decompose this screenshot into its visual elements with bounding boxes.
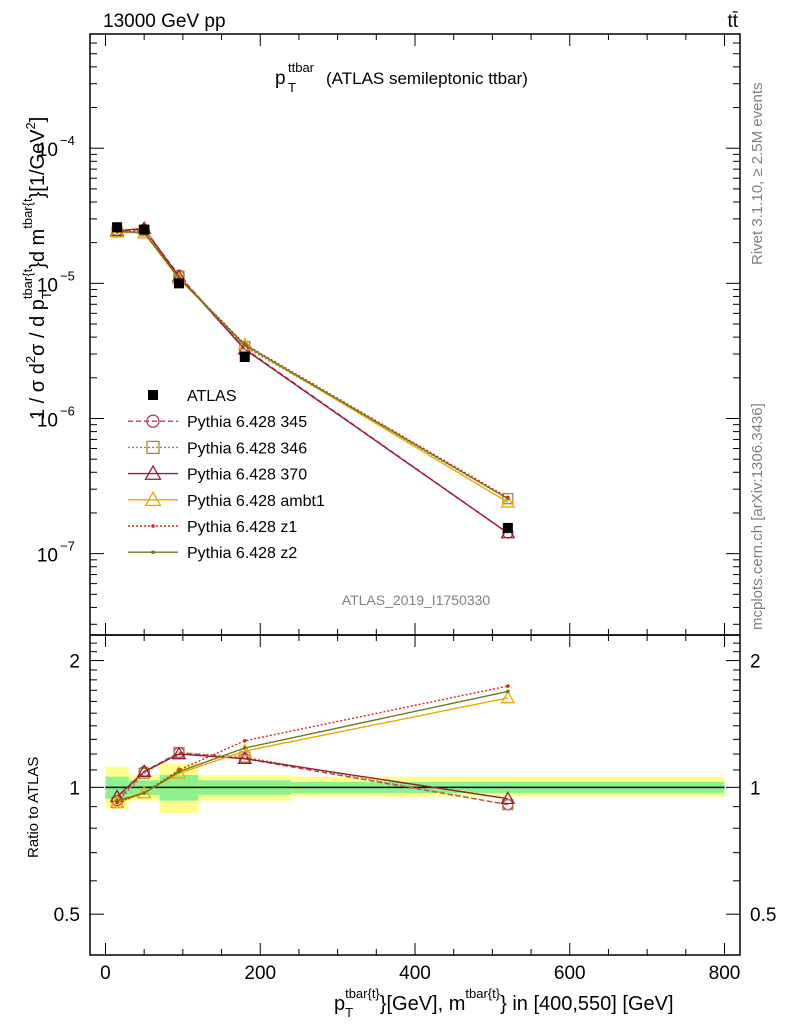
series-point-ratio <box>171 765 187 779</box>
main-y-label: 1 / σ d2σ / d pTtbar{t}d mtbar{t}[1/GeV2… <box>20 117 54 420</box>
legend: ATLAS Pythia 6.428 345 Pythia 6.428 346 Pyt… <box>128 388 325 562</box>
series-point-ratio <box>500 791 516 805</box>
series-point-ratio <box>142 791 146 795</box>
data-point <box>112 222 123 233</box>
series-point-main <box>237 337 253 351</box>
series-point-ratio <box>500 690 516 704</box>
legend-label: Pythia 6.428 370 <box>187 467 307 484</box>
legend-entry-1: Pythia 6.428 345 <box>128 414 307 431</box>
series-line-ratio <box>116 751 508 806</box>
series-point-ratio <box>237 743 253 757</box>
plot-title-main: p <box>275 68 286 89</box>
legend-entry-2: Pythia 6.428 346 <box>128 440 307 457</box>
series-point-ratio <box>171 746 187 760</box>
ratio-y-tick-label-right: 0.5 <box>750 905 776 926</box>
analysis-id: ATLAS_2019_I1750330 <box>342 592 491 608</box>
plot-title-rest: (ATLAS semileptonic ttbar) <box>326 69 528 88</box>
main-y-tick-exponent: −7 <box>60 539 75 554</box>
data-point <box>139 224 150 235</box>
legend-entry-6: Pythia 6.428 z2 <box>128 545 297 562</box>
legend-marker <box>144 490 162 507</box>
svg-text:1 / σ d2σ / d pTtbar{t}d mtbar: 1 / σ d2σ / d pTtbar{t}d mtbar{t}[1/GeV2… <box>20 117 54 420</box>
axis-ticks <box>90 33 740 956</box>
ratio-y-tick-label-right: 2 <box>750 652 761 673</box>
legend-label: Pythia 6.428 346 <box>187 440 307 457</box>
legend-marker <box>151 550 155 554</box>
series-4 <box>115 230 510 805</box>
x-tick-label: 200 <box>244 963 276 984</box>
x-axis-label: pTtbar{t}}[GeV], mtbar{t}} in [400,550] … <box>334 986 674 1020</box>
ratio-y-label: Ratio to ATLAS <box>25 757 42 858</box>
series-point-ratio <box>242 738 247 743</box>
x-tick-label: 800 <box>709 963 741 984</box>
legend-label: ATLAS <box>187 388 237 405</box>
series-point-ratio <box>115 798 119 803</box>
series-point-ratio <box>109 795 125 808</box>
plot-title: p T ttbar (ATLAS semileptonic ttbar) <box>275 60 528 95</box>
main-y-tick-exponent: −6 <box>60 403 75 418</box>
series-layer <box>109 220 516 811</box>
x-tick-label: 400 <box>399 963 431 984</box>
ratio-y-tick-label-left: 1 <box>69 778 80 799</box>
ratio-y-tick-label-left: 0.5 <box>54 905 80 926</box>
legend-marker <box>146 440 160 455</box>
main-y-tick-label: 10 <box>37 546 58 567</box>
series-point-main <box>242 343 247 347</box>
series-5 <box>115 229 510 803</box>
ratio-uncertainty-bands <box>105 763 725 813</box>
legend-entry-3: Pythia 6.428 370 <box>128 464 307 484</box>
ratio-y-tick-label-left: 2 <box>69 652 80 673</box>
legend-label: Pythia 6.428 z1 <box>187 519 297 536</box>
legend-label: Pythia 6.428 z2 <box>187 545 297 562</box>
series-point-ratio <box>502 798 514 811</box>
plot-title-sup: ttbar <box>288 60 315 75</box>
series-point-ratio <box>242 746 247 750</box>
process-label: tt̄ <box>727 11 738 32</box>
series-point-main <box>506 496 510 501</box>
data-point <box>239 352 250 363</box>
main-y-tick-exponent: −4 <box>60 133 75 148</box>
legend-entry-0: ATLAS <box>148 388 237 405</box>
series-point-ratio <box>136 764 152 777</box>
data-point <box>173 278 184 289</box>
main-y-tick-exponent: −5 <box>60 268 75 283</box>
legend-entry-5: Pythia 6.428 z1 <box>128 519 297 536</box>
series-point-ratio <box>237 751 253 764</box>
legend-marker <box>146 414 160 428</box>
series-line-ratio <box>116 753 508 800</box>
main-y-tick-label: 10 <box>37 410 58 431</box>
series-3 <box>109 224 516 808</box>
series-line-ratio <box>116 685 508 804</box>
series-line-ratio <box>116 751 508 806</box>
legend-label: Pythia 6.428 ambt1 <box>187 493 325 510</box>
legend-marker <box>144 464 162 480</box>
series-0 <box>111 223 514 811</box>
series-point-ratio <box>506 689 510 694</box>
plot-title-sub: T <box>288 80 296 95</box>
series-2 <box>109 220 516 805</box>
rivet-version-label: Rivet 3.1.10, ≥ 2.5M events <box>749 83 766 266</box>
series-point-ratio <box>136 785 152 799</box>
energy-label: 13000 GeV pp <box>103 11 226 32</box>
series-point-main <box>500 494 516 508</box>
data-series <box>112 222 513 533</box>
series-point-ratio <box>177 769 181 774</box>
legend-marker <box>151 524 155 528</box>
x-tick-label: 600 <box>554 963 586 984</box>
series-1 <box>111 225 514 811</box>
x-tick-label: 0 <box>100 963 111 984</box>
main-y-tick-label: 10 <box>37 275 58 296</box>
legend-marker <box>148 390 158 400</box>
legend-label: Pythia 6.428 345 <box>187 414 307 431</box>
main-y-tick-label: 10 <box>37 140 58 161</box>
data-point <box>502 522 513 533</box>
series-point-ratio <box>506 684 510 688</box>
mcplots-label: mcplots.cern.ch [arXiv:1306.3436] <box>749 403 766 630</box>
svg-text:pTtbar{t}}[GeV], mtbar{t}} in: pTtbar{t}}[GeV], mtbar{t}} in [400,550] … <box>334 986 674 1020</box>
ratio-y-tick-label-right: 1 <box>750 778 761 799</box>
legend-entry-4: Pythia 6.428 ambt1 <box>128 490 325 510</box>
